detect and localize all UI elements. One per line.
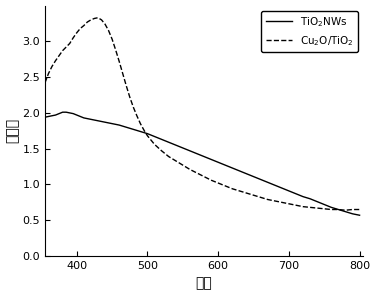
TiO$_2$NWs xyxy=(61,110,65,114)
TiO$_2$NWs xyxy=(92,118,97,122)
Cu$_2$O/TiO$_2$ xyxy=(343,208,348,212)
Cu$_2$O/TiO$_2$ xyxy=(357,208,362,211)
Y-axis label: 吸光度: 吸光度 xyxy=(6,118,20,143)
Cu$_2$O/TiO$_2$ xyxy=(99,18,104,22)
TiO$_2$NWs xyxy=(357,213,362,217)
Cu$_2$O/TiO$_2$ xyxy=(117,59,121,63)
X-axis label: 波长: 波长 xyxy=(196,276,212,290)
Cu$_2$O/TiO$_2$ xyxy=(106,29,111,32)
Cu$_2$O/TiO$_2$ xyxy=(43,81,47,85)
TiO$_2$NWs xyxy=(322,203,326,206)
Cu$_2$O/TiO$_2$ xyxy=(78,27,83,30)
TiO$_2$NWs xyxy=(67,111,72,115)
TiO$_2$NWs xyxy=(350,212,355,215)
TiO$_2$NWs xyxy=(82,116,86,120)
Cu$_2$O/TiO$_2$ xyxy=(114,48,118,52)
Cu$_2$O/TiO$_2$ xyxy=(96,16,100,20)
TiO$_2$NWs xyxy=(43,115,47,119)
TiO$_2$NWs xyxy=(124,126,129,129)
Legend: TiO$_2$NWs, Cu$_2$O/TiO$_2$: TiO$_2$NWs, Cu$_2$O/TiO$_2$ xyxy=(261,11,358,52)
Cu$_2$O/TiO$_2$ xyxy=(209,178,213,182)
Line: Cu$_2$O/TiO$_2$: Cu$_2$O/TiO$_2$ xyxy=(45,18,359,210)
Line: TiO$_2$NWs: TiO$_2$NWs xyxy=(45,112,359,215)
